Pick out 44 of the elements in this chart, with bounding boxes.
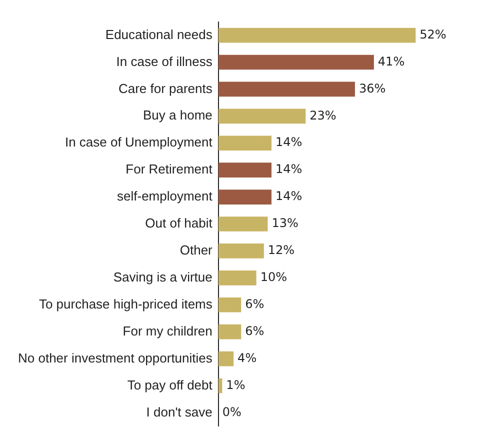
y-tick-label: In case of illness xyxy=(116,54,213,69)
data-label: 0% xyxy=(222,404,242,419)
data-label: 41% xyxy=(378,54,405,68)
y-tick-label: No other investment opportunities xyxy=(18,350,213,366)
y-tick-label: Care for parents xyxy=(118,80,213,96)
data-label: 23% xyxy=(310,108,336,122)
bar xyxy=(218,244,264,258)
bar xyxy=(218,54,374,70)
y-tick-label: Buy a home xyxy=(143,108,212,123)
bar xyxy=(218,82,355,97)
y-tick-label: To purchase high-priced items xyxy=(38,296,213,312)
bar xyxy=(218,351,234,366)
data-label: 4% xyxy=(238,350,257,365)
data-label: 14% xyxy=(275,189,302,204)
data-label: 6% xyxy=(245,324,264,338)
bar xyxy=(218,270,256,286)
bar xyxy=(218,162,272,178)
bar xyxy=(218,108,306,124)
y-tick-label: self-employment xyxy=(117,188,213,204)
data-label: 36% xyxy=(358,81,386,96)
bar xyxy=(218,216,268,232)
bar xyxy=(218,324,242,340)
data-label: 1% xyxy=(226,378,246,392)
data-label: 14% xyxy=(275,162,302,176)
bar xyxy=(218,190,272,204)
bar xyxy=(218,297,242,312)
y-tick-label: In case of Unemployment xyxy=(64,134,213,150)
data-label: 14% xyxy=(275,135,302,150)
y-tick-label: For Retirement xyxy=(126,162,213,177)
y-tick-label: I don't save xyxy=(146,404,212,420)
bar xyxy=(218,378,222,394)
y-tick-label: To pay off debt xyxy=(127,377,213,392)
bar xyxy=(218,136,272,151)
bar xyxy=(218,28,416,43)
data-label: 52% xyxy=(420,27,446,42)
y-tick-label: Other xyxy=(180,242,214,258)
data-label: 6% xyxy=(245,297,264,312)
y-tick-label: Saving is a virtue xyxy=(113,270,212,284)
y-tick-label: Out of habit xyxy=(145,216,213,231)
data-label: 13% xyxy=(272,216,298,230)
data-label: 10% xyxy=(260,270,287,284)
y-tick-label: For my children xyxy=(122,323,212,338)
data-label: 12% xyxy=(268,243,295,258)
y-tick-label: Educational needs xyxy=(105,26,213,42)
